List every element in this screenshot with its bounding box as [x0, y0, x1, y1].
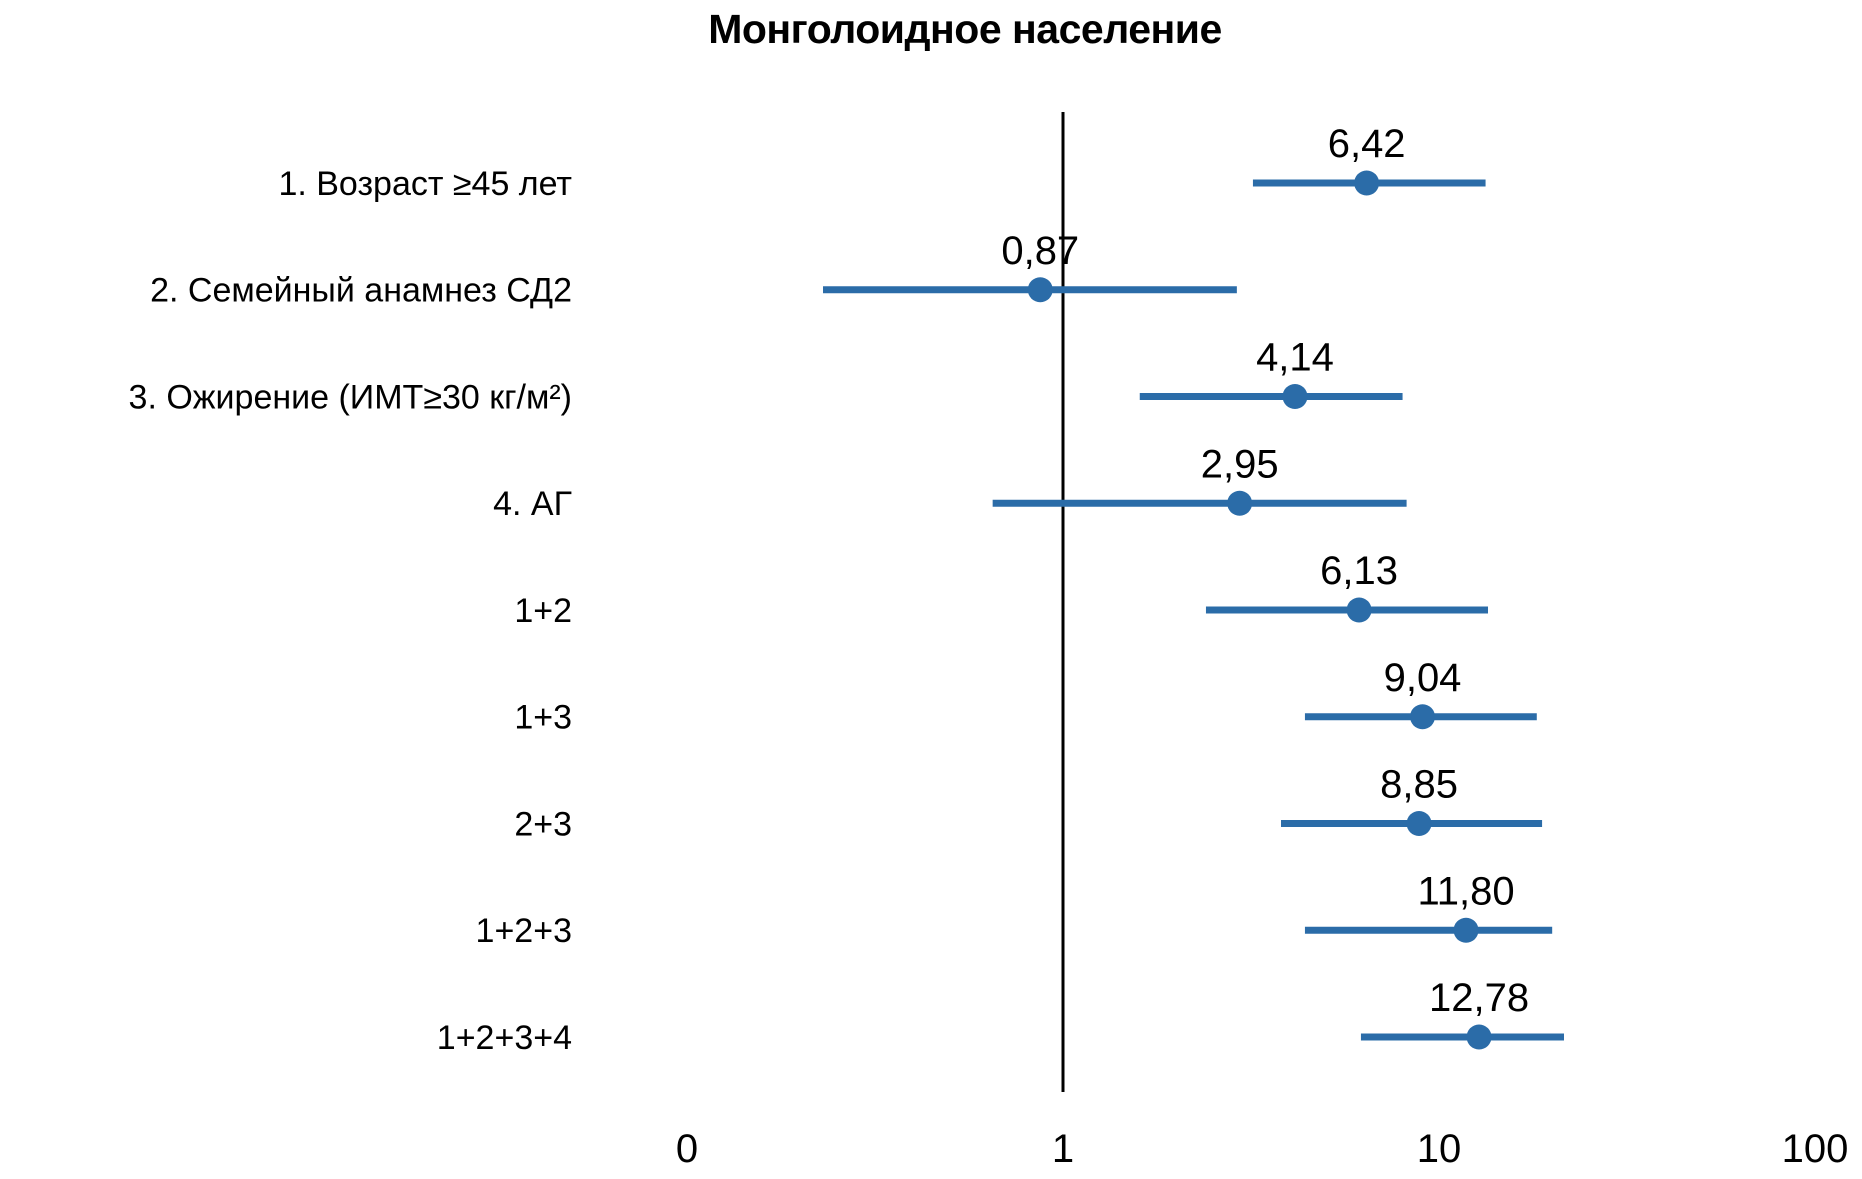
or-dot: [1466, 1024, 1492, 1050]
value-label: 6,42: [1328, 122, 1406, 166]
or-dot: [1227, 490, 1253, 516]
value-label: 4,14: [1256, 336, 1334, 380]
value-label: 9,04: [1384, 656, 1462, 700]
value-label: 2,95: [1201, 442, 1279, 486]
category-label: 1+2: [514, 592, 572, 630]
or-dot: [1354, 170, 1380, 196]
value-label: 6,13: [1320, 549, 1398, 593]
category-label: 2+3: [514, 805, 572, 843]
or-dot: [1282, 384, 1308, 409]
x-axis-tick-label: 100: [1782, 1127, 1849, 1171]
category-label: 3. Ожирение (ИМТ≥30 кг/м²): [129, 378, 572, 416]
category-label: 1+2+3+4: [437, 1019, 572, 1057]
or-dot: [1027, 277, 1053, 303]
or-dot: [1346, 597, 1372, 623]
category-label: 1+2+3: [476, 912, 572, 950]
value-label: 0,87: [1001, 229, 1079, 273]
or-dot: [1410, 704, 1436, 730]
x-axis-tick-label: 0: [676, 1127, 698, 1171]
value-label: 8,85: [1380, 763, 1458, 807]
chart-title: Монголоидное население: [708, 6, 1222, 52]
value-label: 11,80: [1417, 869, 1514, 913]
x-axis-tick-label: 10: [1417, 1127, 1462, 1171]
or-dot: [1406, 811, 1432, 836]
category-label: 4. АГ: [493, 485, 572, 523]
or-dot: [1453, 917, 1479, 943]
category-label: 1+3: [514, 699, 572, 737]
value-label: 12,78: [1429, 976, 1529, 1020]
x-axis-tick-label: 1: [1052, 1127, 1074, 1171]
category-label: 1. Возраст ≥45 лет: [278, 165, 572, 203]
category-label: 2. Семейный анамнез СД2: [150, 272, 572, 310]
